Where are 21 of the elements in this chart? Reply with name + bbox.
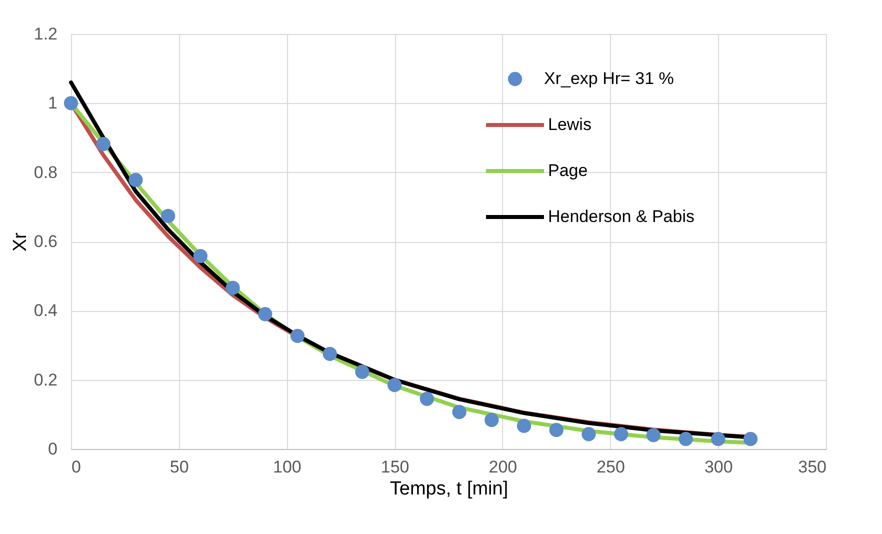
y-tick-label: 1.2 xyxy=(34,24,58,44)
y-tick-label: 0 xyxy=(48,440,58,458)
legend-label: Page xyxy=(548,161,588,180)
legend-label: Henderson & Pabis xyxy=(548,207,694,226)
x-tick-label: 100 xyxy=(273,458,302,476)
x-axis-title: Temps, t [min] xyxy=(390,478,508,500)
x-tick-label: 200 xyxy=(488,458,518,476)
legend-label: Lewis xyxy=(548,115,592,134)
y-tick-label: 0.6 xyxy=(34,232,58,251)
y-tick-label: 0.4 xyxy=(34,301,58,320)
x-tick-label: 150 xyxy=(380,458,410,476)
legend-label: Xr_exp Hr= 31 % xyxy=(544,69,674,88)
x-tick-label: 50 xyxy=(170,458,189,476)
y-axis-title: Xr xyxy=(10,232,31,252)
x-tick-label: 350 xyxy=(798,458,826,476)
y-tick-label: 0.8 xyxy=(34,162,58,182)
y-tick-label: 1 xyxy=(48,94,58,113)
y-tick-label: 0.2 xyxy=(34,370,58,390)
x-tick-label: 250 xyxy=(596,458,625,476)
x-tick-label: 0 xyxy=(72,458,81,476)
x-tick-label: 300 xyxy=(704,458,733,476)
